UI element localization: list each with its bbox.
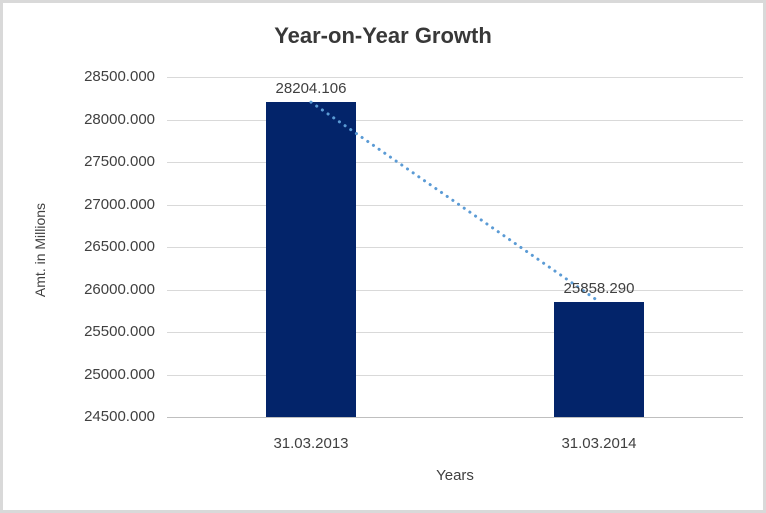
bar-31.03.2013[interactable] [266,102,356,417]
y-tick-label: 27000.000 [84,195,155,213]
gridline [167,77,743,78]
y-tick-label: 25500.000 [84,323,155,340]
x-tick-label: 31.03.2014 [561,435,637,452]
gridline [167,332,743,333]
y-tick-label: 27500.000 [84,153,155,170]
gridline [167,119,743,121]
gridline [167,289,743,291]
x-axis-title: Years [436,467,474,484]
trendline[interactable] [167,77,743,417]
gridline [167,374,743,376]
y-tick-label: 28500.000 [84,68,155,85]
gridline [167,204,743,206]
y-tick-label: 25000.000 [84,365,155,383]
bar-31.03.2014[interactable] [554,301,644,417]
bar-data-label: 25858.290 [563,279,635,297]
gridline [167,247,743,248]
y-tick-label: 26500.000 [84,238,155,255]
bar-data-label: 28204.106 [275,80,347,98]
y-tick-label: 28000.000 [84,110,155,128]
gridline [167,162,743,163]
plot-area [167,77,743,418]
y-tick-label: 24500.000 [84,408,155,425]
chart-title: Year-on-Year Growth [274,23,492,48]
y-tick-label: 26000.000 [84,280,155,298]
x-tick-label: 31.03.2013 [273,435,349,452]
